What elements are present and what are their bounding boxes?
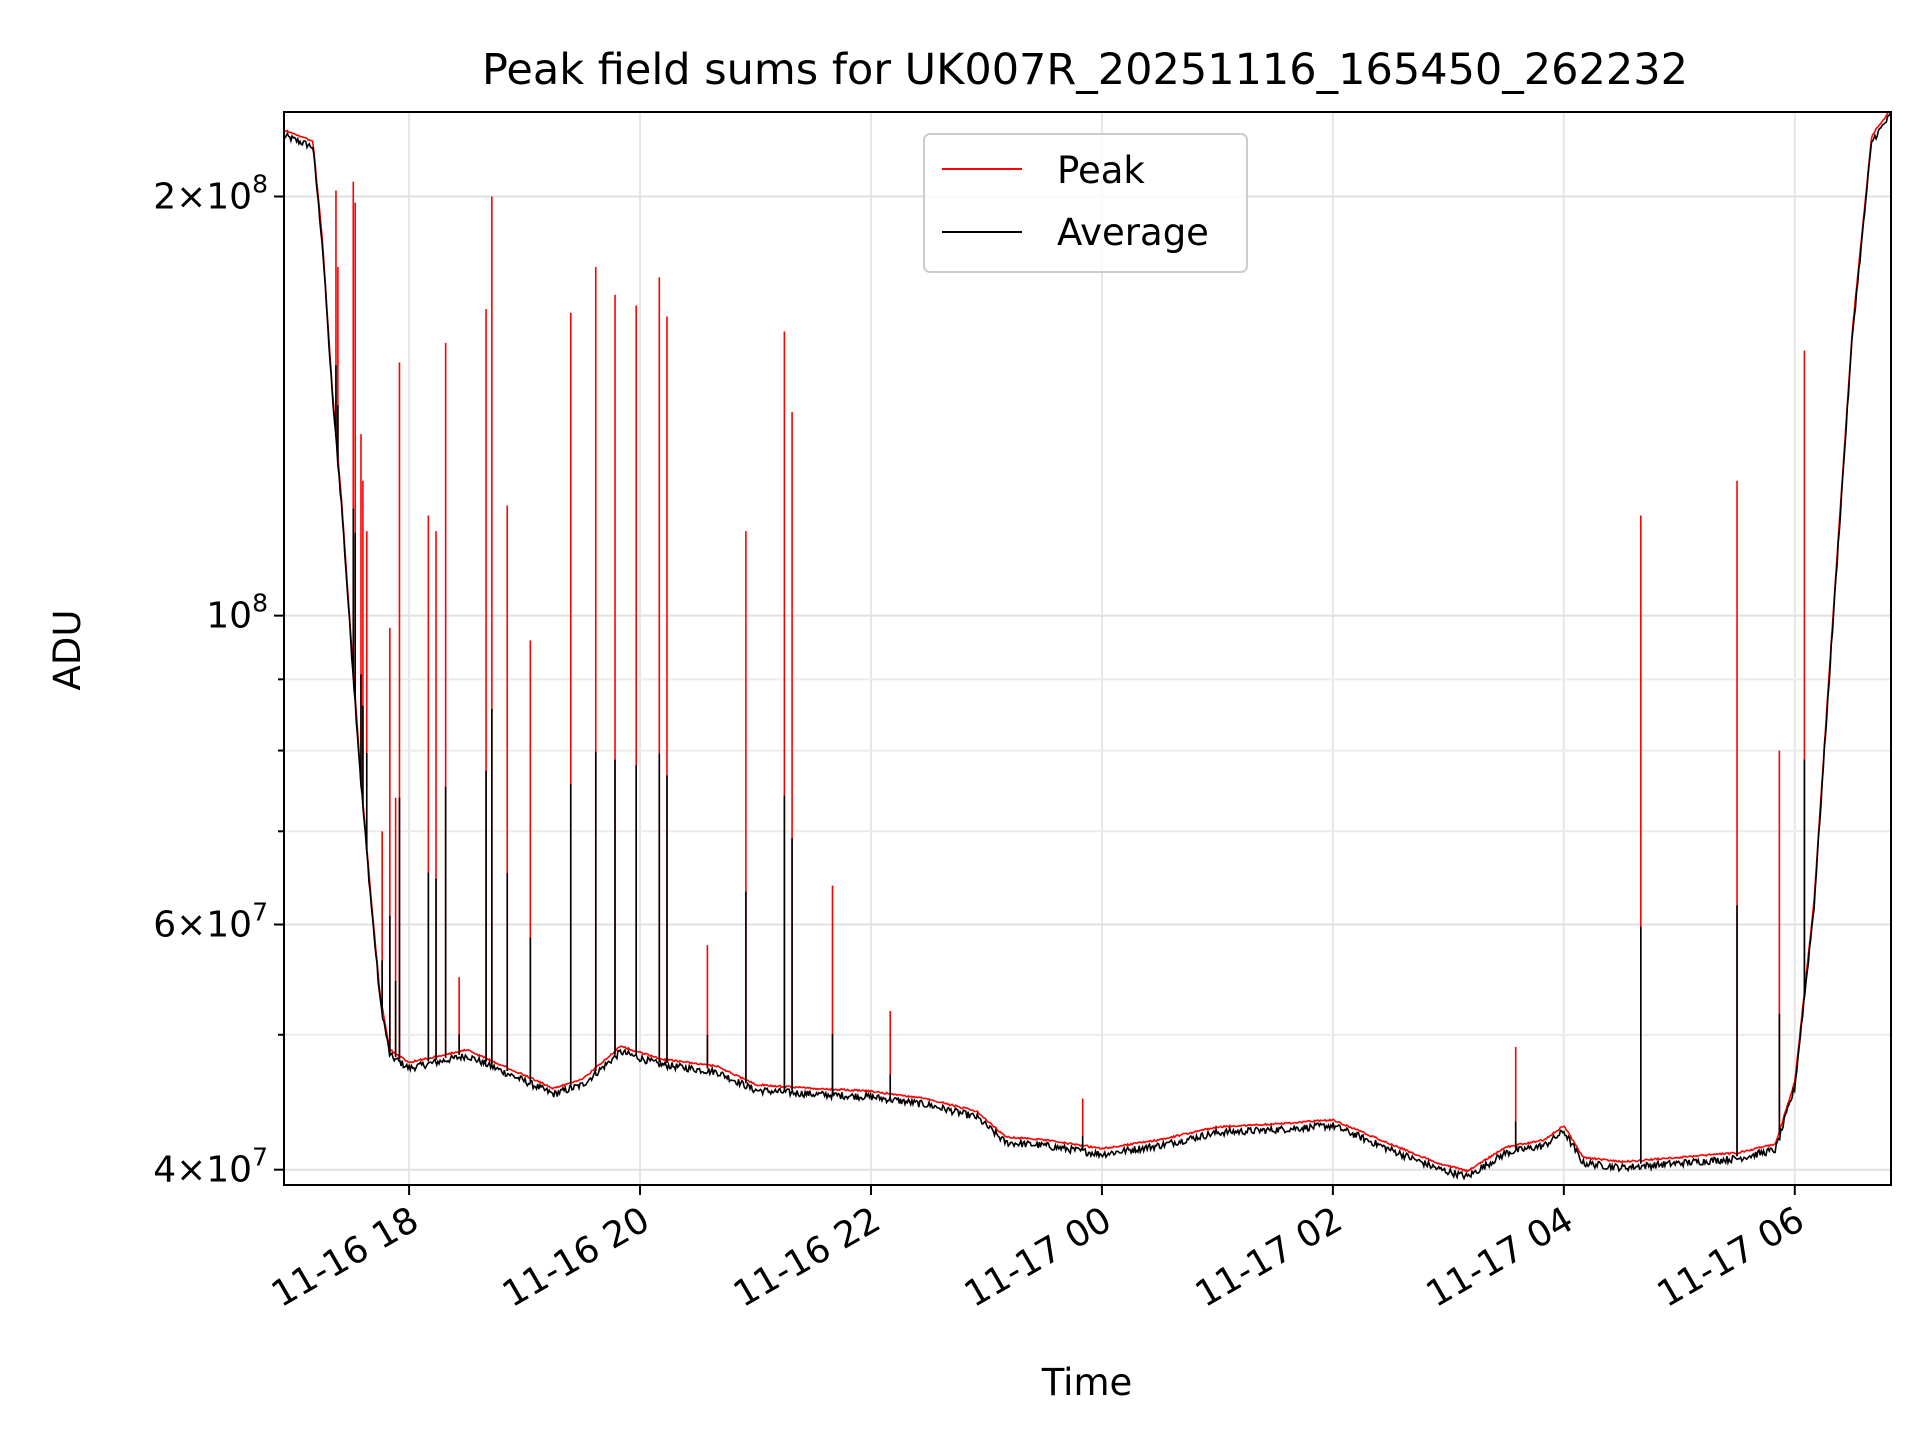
series-layer — [284, 112, 1891, 1181]
y-axis-label: ADU — [46, 610, 89, 691]
y-tick-label: 6×107 — [153, 898, 268, 946]
chart-title: Peak field sums for UK007R_20251116_1654… — [482, 45, 1688, 95]
plot-frame — [283, 111, 1892, 1186]
legend: Peak Average — [923, 133, 1248, 273]
x-axis-label: Time — [1041, 1361, 1133, 1404]
peak-series-line — [284, 112, 1890, 1173]
y-tick-label: 108 — [206, 589, 268, 637]
y-tick-label: 4×107 — [153, 1143, 268, 1191]
average-series-line — [284, 112, 1891, 1181]
legend-average-label: Average — [1057, 211, 1209, 254]
legend-peak-label: Peak — [1057, 149, 1145, 192]
y-tick-label: 2×108 — [153, 170, 268, 218]
